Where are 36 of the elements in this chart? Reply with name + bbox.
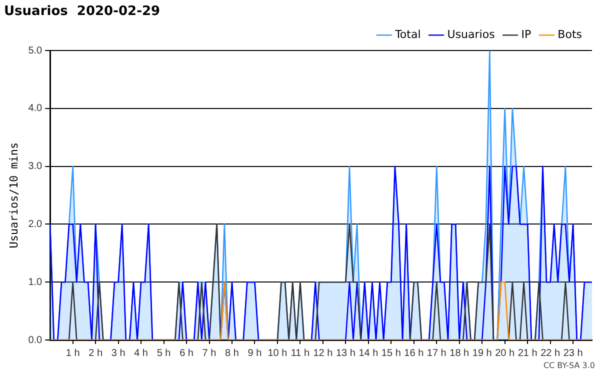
chart-title: Usuarios 2020-02-29 xyxy=(4,4,160,20)
x-tick-label: 21 h xyxy=(518,348,538,359)
x-tick-label: 10 h xyxy=(268,348,288,359)
x-tick-label: 11 h xyxy=(290,348,310,359)
x-tick-label: 2 h xyxy=(88,348,103,359)
x-tick-label: 9 h xyxy=(248,348,262,359)
legend-label: Usuarios xyxy=(447,28,496,41)
x-tick-label: 6 h xyxy=(180,348,194,359)
y-tick-label: 0.0 xyxy=(28,334,43,346)
x-tick-label: 17 h xyxy=(426,348,446,359)
x-tick-label: 14 h xyxy=(358,348,378,359)
x-tick-label: 1 h xyxy=(66,348,80,359)
y-tick-label: 2.0 xyxy=(28,218,43,230)
x-tick-label: 3 h xyxy=(111,348,126,359)
text: CC BY-SA 3.0 xyxy=(543,361,595,370)
x-tick-label: 5 h xyxy=(156,348,171,359)
x-tick-label: 15 h xyxy=(381,348,401,359)
y-tick-label: 1.0 xyxy=(28,276,43,288)
x-tick-label: 23 h xyxy=(563,348,583,359)
y-tick-label: 4.0 xyxy=(28,103,43,114)
x-tick-label: 20 h xyxy=(495,348,515,359)
x-tick-label: 8 h xyxy=(225,348,239,359)
y-tick-label: 3.0 xyxy=(28,161,43,172)
x-tick-label: 7 h xyxy=(202,348,216,359)
legend-label: Bots xyxy=(558,28,582,41)
y-tick-label: 5.0 xyxy=(28,45,43,56)
x-tick-label: 16 h xyxy=(404,348,424,359)
legend-label: Total xyxy=(394,28,421,41)
x-tick-label: 19 h xyxy=(472,348,492,359)
y-axis-title: Usuarios/10 mins xyxy=(7,142,20,248)
x-tick-label: 18 h xyxy=(450,348,470,359)
x-tick-label: 13 h xyxy=(336,348,356,359)
x-tick-label: 4 h xyxy=(134,348,148,359)
x-tick-label: 12 h xyxy=(313,348,333,359)
legend-label: IP xyxy=(521,28,532,41)
x-tick-label: 22 h xyxy=(540,348,560,359)
